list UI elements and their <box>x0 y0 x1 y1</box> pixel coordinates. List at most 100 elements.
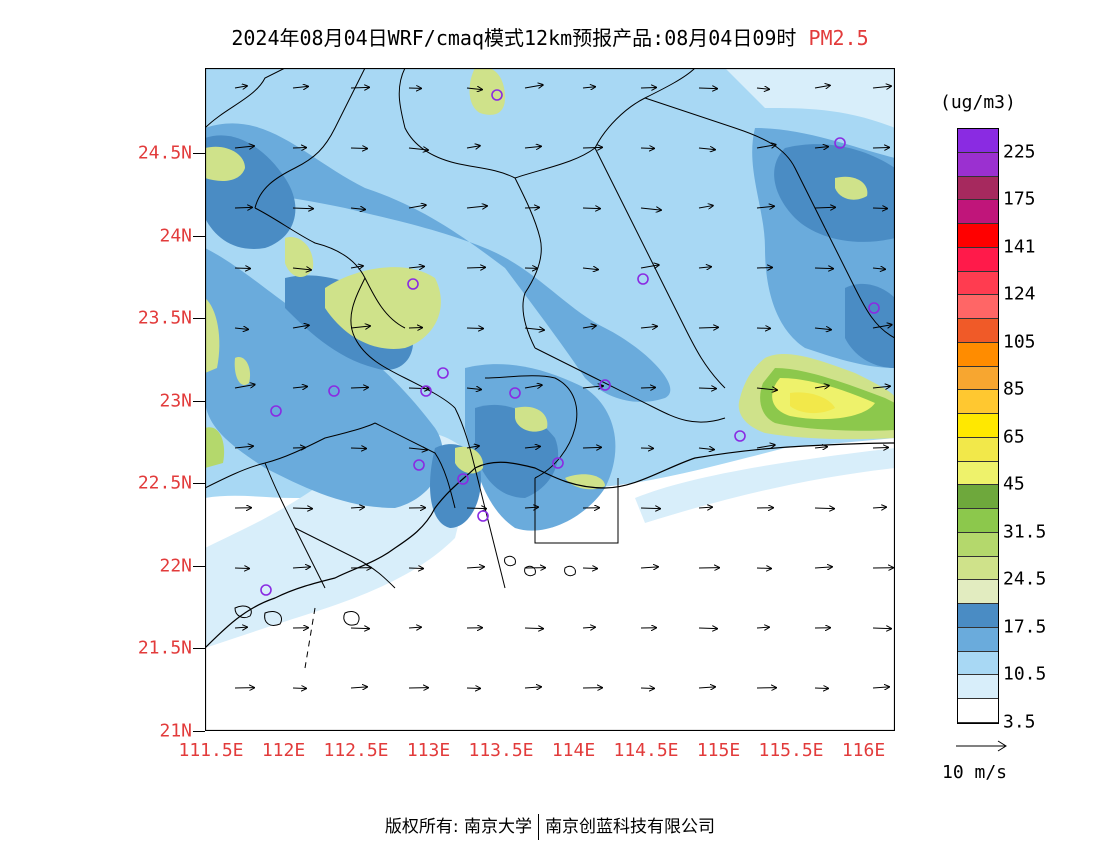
wind-arrow <box>350 448 366 449</box>
wind-arrow <box>756 88 769 89</box>
lat-tick-mark <box>193 730 205 732</box>
station-marker[interactable] <box>491 89 503 101</box>
wind-arrow <box>350 326 370 328</box>
legend-label: 17.5 <box>1003 616 1047 638</box>
wind-arrow <box>640 508 660 509</box>
lon-tick-label: 114E <box>551 740 596 761</box>
wind-arrow <box>234 328 248 329</box>
title-main: 2024年08月04日WRF/cmaq模式12km预报产品:08月04日09时 <box>231 26 797 50</box>
colorbar-segment <box>958 390 998 414</box>
station-marker[interactable] <box>868 302 880 314</box>
wind-arrow <box>408 148 428 150</box>
wind-arrow <box>756 388 777 390</box>
legend-colorbar <box>957 128 999 724</box>
station-marker[interactable] <box>477 510 489 522</box>
wind-arrow <box>234 146 254 148</box>
wind-arrow <box>466 567 484 568</box>
station-marker[interactable] <box>270 405 282 417</box>
pm-zone-green-7 <box>205 427 225 468</box>
wind-arrow <box>524 85 543 88</box>
wind-arrow <box>698 507 712 508</box>
wind-arrow <box>524 385 542 388</box>
wind-arrow <box>698 448 714 450</box>
footer: 版权所有: 南京大学 南京创蓝科技有限公司 <box>0 812 1100 840</box>
wind-arrow <box>640 265 659 268</box>
wind-arrow <box>234 268 250 269</box>
legend-label: 10.5 <box>1003 663 1047 685</box>
wind-arrow <box>466 328 483 329</box>
pm-zone-green-1 <box>325 267 441 349</box>
wind-arrow <box>814 85 830 88</box>
wind-arrow <box>466 388 481 389</box>
lat-tick-mark <box>193 153 205 154</box>
lat-tick-mark <box>193 318 205 319</box>
wind-arrow <box>756 145 776 148</box>
lat-tick-label: 24N <box>159 225 192 246</box>
station-marker[interactable] <box>413 459 425 471</box>
wind-reference-label: 10 m/s <box>942 762 1008 783</box>
wind-arrow <box>292 208 313 209</box>
station-marker[interactable] <box>457 473 469 485</box>
north-light-region <box>725 68 895 128</box>
lon-tick-label: 113.5E <box>468 740 534 761</box>
colorbar-segment <box>958 295 998 319</box>
legend-label: 45 <box>1003 473 1025 495</box>
pm-zone-mid-2 <box>205 248 443 508</box>
station-marker[interactable] <box>260 584 272 596</box>
wind-arrow <box>698 327 718 328</box>
pm25-map <box>205 68 895 731</box>
footer-company: 南京创蓝科技有限公司 <box>545 817 716 837</box>
wind-arrow <box>292 567 310 568</box>
colorbar-segment <box>958 152 998 177</box>
station-marker[interactable] <box>637 273 649 285</box>
legend-label: 225 <box>1003 141 1036 163</box>
wind-arrow <box>524 146 541 148</box>
wind-arrow <box>814 567 832 568</box>
wind-arrow <box>582 147 602 148</box>
station-marker[interactable] <box>407 278 419 290</box>
wind-arrow <box>292 86 308 88</box>
wind-arrow <box>814 268 833 269</box>
wind-arrow <box>234 86 247 88</box>
wind-arrow <box>872 325 892 328</box>
pm-zone-green-8 <box>234 357 251 386</box>
boundary-lines <box>205 68 895 589</box>
station-marker[interactable] <box>734 430 746 442</box>
wind-arrow <box>582 447 601 448</box>
wind-arrow <box>408 388 429 389</box>
wind-arrow <box>756 267 772 268</box>
wind-arrow <box>292 508 312 509</box>
wind-arrow <box>350 266 363 268</box>
wind-arrow <box>408 448 427 450</box>
station-marker[interactable] <box>552 457 564 469</box>
station-marker[interactable] <box>437 367 449 379</box>
station-marker[interactable] <box>834 137 846 149</box>
lat-tick-mark <box>193 235 205 237</box>
station-marker[interactable] <box>509 387 521 399</box>
wind-arrow <box>234 627 247 628</box>
wind-arrow <box>872 268 885 269</box>
wind-arrow <box>234 446 253 448</box>
islands <box>234 555 576 626</box>
wind-arrow <box>814 447 827 448</box>
pm-zone-green-2 <box>469 68 505 115</box>
legend-label: 141 <box>1003 236 1036 258</box>
station-marker[interactable] <box>420 385 432 397</box>
wind-arrow <box>756 445 775 448</box>
wind-arrow <box>408 266 424 268</box>
pm-zone-green-10 <box>515 406 548 432</box>
footer-copyright: 版权所有: 南京大学 <box>384 817 533 837</box>
wind-arrow <box>350 628 369 629</box>
wind-arrow <box>408 627 421 628</box>
legend-label: 3.5 <box>1003 711 1036 733</box>
wind-arrow <box>872 507 886 508</box>
lon-tick-label: 112E <box>261 740 306 761</box>
wind-arrow <box>292 387 307 388</box>
wind-arrow <box>640 87 656 88</box>
station-marker[interactable] <box>328 385 340 397</box>
station-marker[interactable] <box>599 379 611 391</box>
wind-vectors <box>234 85 893 689</box>
wind-arrow <box>292 268 311 270</box>
wind-arrow <box>814 147 828 148</box>
station-markers <box>260 89 880 596</box>
